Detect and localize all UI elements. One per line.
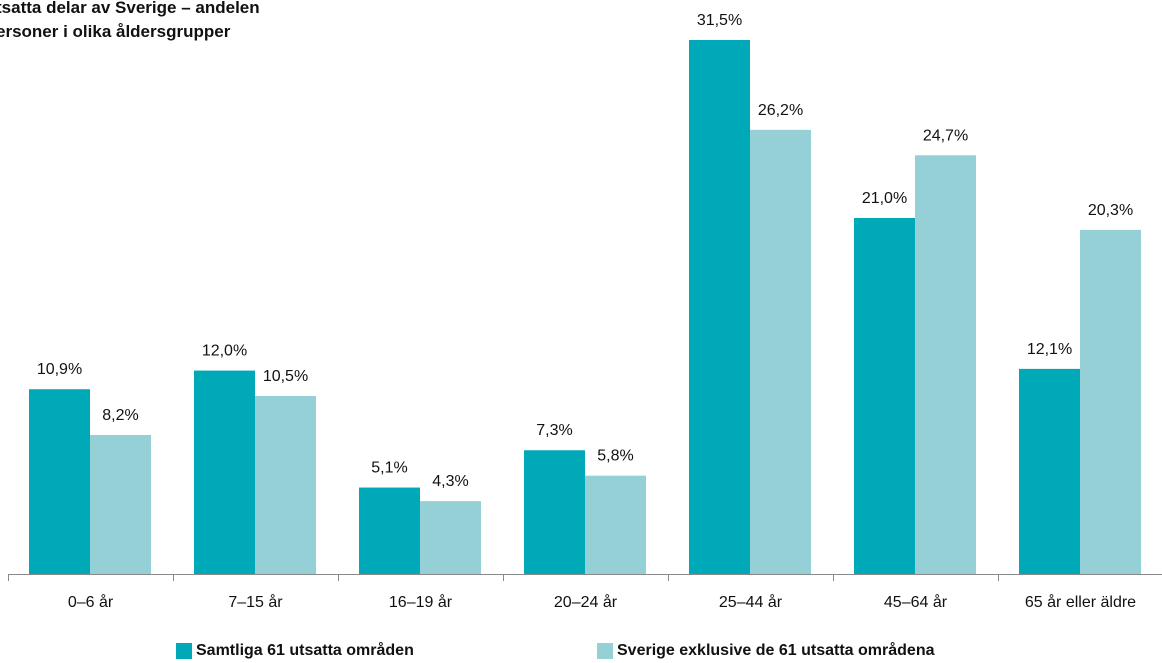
x-tick-label-3: 16–19 år <box>389 593 453 611</box>
x-axis: 0–6 år 7–15 år 16–19 år 20–24 år 25–44 år 45–… <box>8 574 1162 611</box>
bar-series-1-cat-7 <box>1019 368 1080 574</box>
legend-swatch-series-2 <box>597 643 613 659</box>
bar-series-1-cat-3 <box>359 487 420 574</box>
value-label-series-1-cat-4: 7,3% <box>536 422 572 439</box>
value-label-series-1-cat-3: 5,1% <box>371 460 407 477</box>
x-tick-label-5: 25–44 år <box>719 593 783 611</box>
value-label-series-2-cat-3: 4,3% <box>432 473 468 490</box>
bar-series-2-cat-3 <box>420 501 481 574</box>
legend-item-series-1: Samtliga 61 utsatta områden <box>176 642 414 660</box>
legend-label-series-2: Sverige exklusive de 61 utsatta områdena <box>617 642 935 659</box>
bar-series-2-cat-5 <box>750 129 811 574</box>
x-tick-label-7: 65 år eller äldre <box>1025 593 1136 611</box>
bar-series-2-cat-7 <box>1080 229 1141 574</box>
bar-series-1-cat-2 <box>194 370 255 574</box>
chart-title: tsatta delar av Sverige – andelen ersone… <box>0 0 260 44</box>
bars-layer <box>29 40 1141 574</box>
value-labels-layer: 10,9% 8,2% 12,0% 10,5% 5,1% 4,3% 7,3% 5,8% 31,5%… <box>37 12 1133 490</box>
x-tick-label-1: 0–6 år <box>68 593 114 611</box>
value-label-series-2-cat-7: 20,3% <box>1088 202 1133 219</box>
legend-label-series-1: Samtliga 61 utsatta områden <box>196 642 414 659</box>
value-label-series-1-cat-1: 10,9% <box>37 361 82 378</box>
bar-series-2-cat-2 <box>255 396 316 574</box>
bar-chart: 10,9% 8,2% 12,0% 10,5% 5,1% 4,3% 7,3% 5,8% 31,5%… <box>8 12 1162 611</box>
legend-item-series-2: Sverige exklusive de 61 utsatta områdena <box>597 642 934 660</box>
value-label-series-2-cat-1: 8,2% <box>102 407 138 424</box>
bar-series-1-cat-1 <box>29 389 90 574</box>
value-label-series-1-cat-5: 31,5% <box>697 12 742 29</box>
bar-series-1-cat-5 <box>689 40 750 574</box>
value-label-series-2-cat-6: 24,7% <box>923 127 968 144</box>
bar-series-2-cat-6 <box>915 155 976 574</box>
value-label-series-2-cat-4: 5,8% <box>597 448 633 465</box>
value-label-series-1-cat-7: 12,1% <box>1027 341 1072 358</box>
bar-series-2-cat-1 <box>90 434 151 574</box>
legend: Samtliga 61 utsatta områden Sverige exkl… <box>0 642 1162 663</box>
value-label-series-1-cat-2: 12,0% <box>202 343 247 360</box>
legend-swatch-series-1 <box>176 643 192 659</box>
value-label-series-1-cat-6: 21,0% <box>862 190 907 207</box>
x-tick-label-2: 7–15 år <box>228 593 283 611</box>
bar-series-1-cat-6 <box>854 218 915 574</box>
chart-title-line-1: tsatta delar av Sverige – andelen <box>0 0 260 17</box>
chart-title-line-2: ersoner i olika åldersgrupper <box>0 22 231 41</box>
x-tick-label-4: 20–24 år <box>554 593 618 611</box>
bar-series-1-cat-4 <box>524 450 585 574</box>
value-label-series-2-cat-2: 10,5% <box>263 368 308 385</box>
value-label-series-2-cat-5: 26,2% <box>758 102 803 119</box>
bar-series-2-cat-4 <box>585 475 646 574</box>
x-tick-label-6: 45–64 år <box>884 593 948 611</box>
